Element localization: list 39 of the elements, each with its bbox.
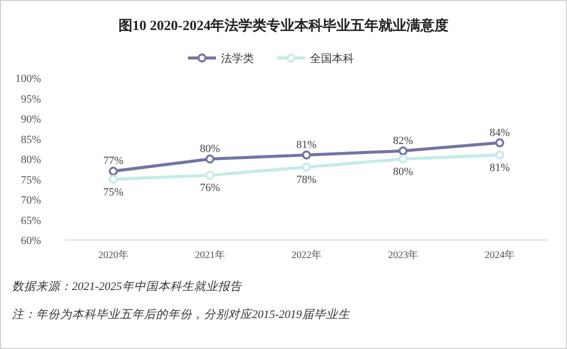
y-tick-label: 60%	[20, 235, 41, 247]
data-label: 82%	[393, 134, 414, 147]
data-label: 75%	[103, 186, 124, 198]
source-note: 数据来源：2021-2025年中国本科生就业报告	[12, 280, 243, 293]
text: 注：年份为本科毕业五年后的年份，分别对应2015-2019届毕业生	[12, 308, 350, 321]
point	[495, 150, 504, 160]
x-tick-label: 2022年	[292, 249, 322, 261]
data-label: 81%	[490, 162, 510, 174]
point	[398, 146, 408, 156]
point	[302, 162, 311, 172]
x-tick-label: 2024年	[484, 249, 515, 261]
data-label: 77%	[103, 155, 124, 168]
point	[398, 154, 408, 164]
y-tick-label: 90%	[20, 114, 41, 126]
y-tick-label: 65%	[20, 214, 41, 227]
point	[205, 154, 214, 164]
point	[302, 150, 311, 160]
point	[108, 166, 118, 176]
y-tick-label: 70%	[20, 194, 41, 206]
data-label: 78%	[296, 174, 317, 186]
y-tick-label: 85%	[20, 134, 41, 146]
data-label: 80%	[200, 143, 220, 155]
x-tick-label: 2021年	[194, 249, 225, 261]
point	[495, 138, 504, 148]
point	[205, 170, 214, 180]
data-label: 81%	[296, 138, 317, 151]
legend-label: 全国本科	[310, 52, 354, 65]
data-label: 76%	[200, 182, 220, 194]
chart-title: 图10 2020-2024年法学类专业本科毕业五年就业满意度	[118, 17, 449, 34]
data-label: 84%	[490, 126, 510, 139]
y-tick-label: 100%	[15, 73, 41, 85]
x-tick-label: 2020年	[98, 249, 128, 261]
y-tick-label: 75%	[20, 174, 41, 186]
legend-label: 法学类	[221, 52, 254, 65]
point	[108, 174, 118, 184]
x-tick-label: 2023年	[388, 249, 418, 261]
data-label: 80%	[393, 166, 414, 178]
y-tick-label: 80%	[20, 154, 41, 166]
y-tick-label: 95%	[20, 93, 41, 106]
